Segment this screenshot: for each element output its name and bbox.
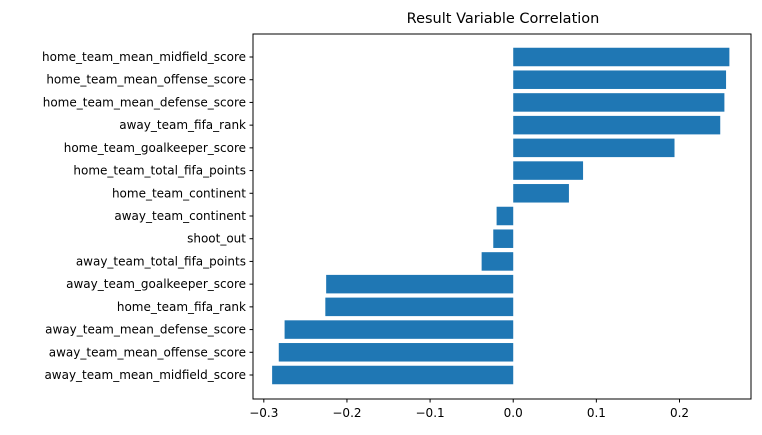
bar-away_team_continent — [496, 206, 514, 226]
bar-shoot_out — [493, 229, 514, 248]
y-tick-label: away_team_mean_offense_score — [49, 345, 246, 359]
bar-home_team_mean_offense_score — [513, 70, 727, 89]
bar-home_team_fifa_rank — [325, 297, 514, 317]
x-tick-label: −0.1 — [416, 406, 445, 420]
bars — [272, 47, 730, 385]
x-tick-label: 0.1 — [587, 406, 606, 420]
y-tick-label: away_team_total_fifa_points — [76, 254, 246, 268]
y-tick-label: home_team_continent — [112, 186, 246, 200]
bar-away_team_mean_defense_score — [284, 320, 514, 339]
bar-away_team_fifa_rank — [513, 115, 721, 135]
y-tick-label: away_team_mean_midfield_score — [44, 368, 246, 382]
chart-title: Result Variable Correlation — [407, 11, 600, 27]
bar-away_team_total_fifa_points — [481, 252, 514, 271]
bar-home_team_continent — [513, 184, 569, 203]
bar-home_team_mean_midfield_score — [513, 47, 730, 67]
y-tick-label: home_team_mean_defense_score — [43, 95, 246, 109]
y-axis: home_team_mean_midfield_score home_team_m… — [42, 50, 253, 382]
y-tick-label: home_team_goalkeeper_score — [64, 141, 246, 155]
y-tick-label: away_team_goalkeeper_score — [66, 277, 246, 291]
y-tick-label: shoot_out — [187, 232, 246, 246]
y-tick-label: home_team_mean_midfield_score — [42, 50, 246, 64]
bar-away_team_mean_midfield_score — [272, 365, 514, 385]
y-tick-label: home_team_fifa_rank — [117, 300, 246, 314]
bar-away_team_goalkeeper_score — [326, 274, 514, 294]
y-tick-label: away_team_continent — [114, 209, 246, 223]
y-tick-label: home_team_mean_offense_score — [46, 73, 246, 87]
y-tick-label: away_team_mean_defense_score — [45, 323, 246, 337]
x-axis: −0.3 −0.2 −0.1 0.0 0.1 0.2 — [249, 399, 689, 420]
x-tick-label: 0.2 — [670, 406, 689, 420]
bar-home_team_total_fifa_points — [513, 161, 584, 180]
bar-away_team_mean_offense_score — [278, 343, 514, 362]
bar-home_team_goalkeeper_score — [513, 138, 675, 158]
x-tick-label: −0.2 — [332, 406, 361, 420]
x-tick-label: −0.3 — [249, 406, 278, 420]
x-tick-label: 0.0 — [504, 406, 523, 420]
y-tick-label: home_team_total_fifa_points — [73, 164, 246, 178]
bar-home_team_mean_defense_score — [513, 93, 725, 112]
y-tick-label: away_team_fifa_rank — [119, 118, 246, 132]
